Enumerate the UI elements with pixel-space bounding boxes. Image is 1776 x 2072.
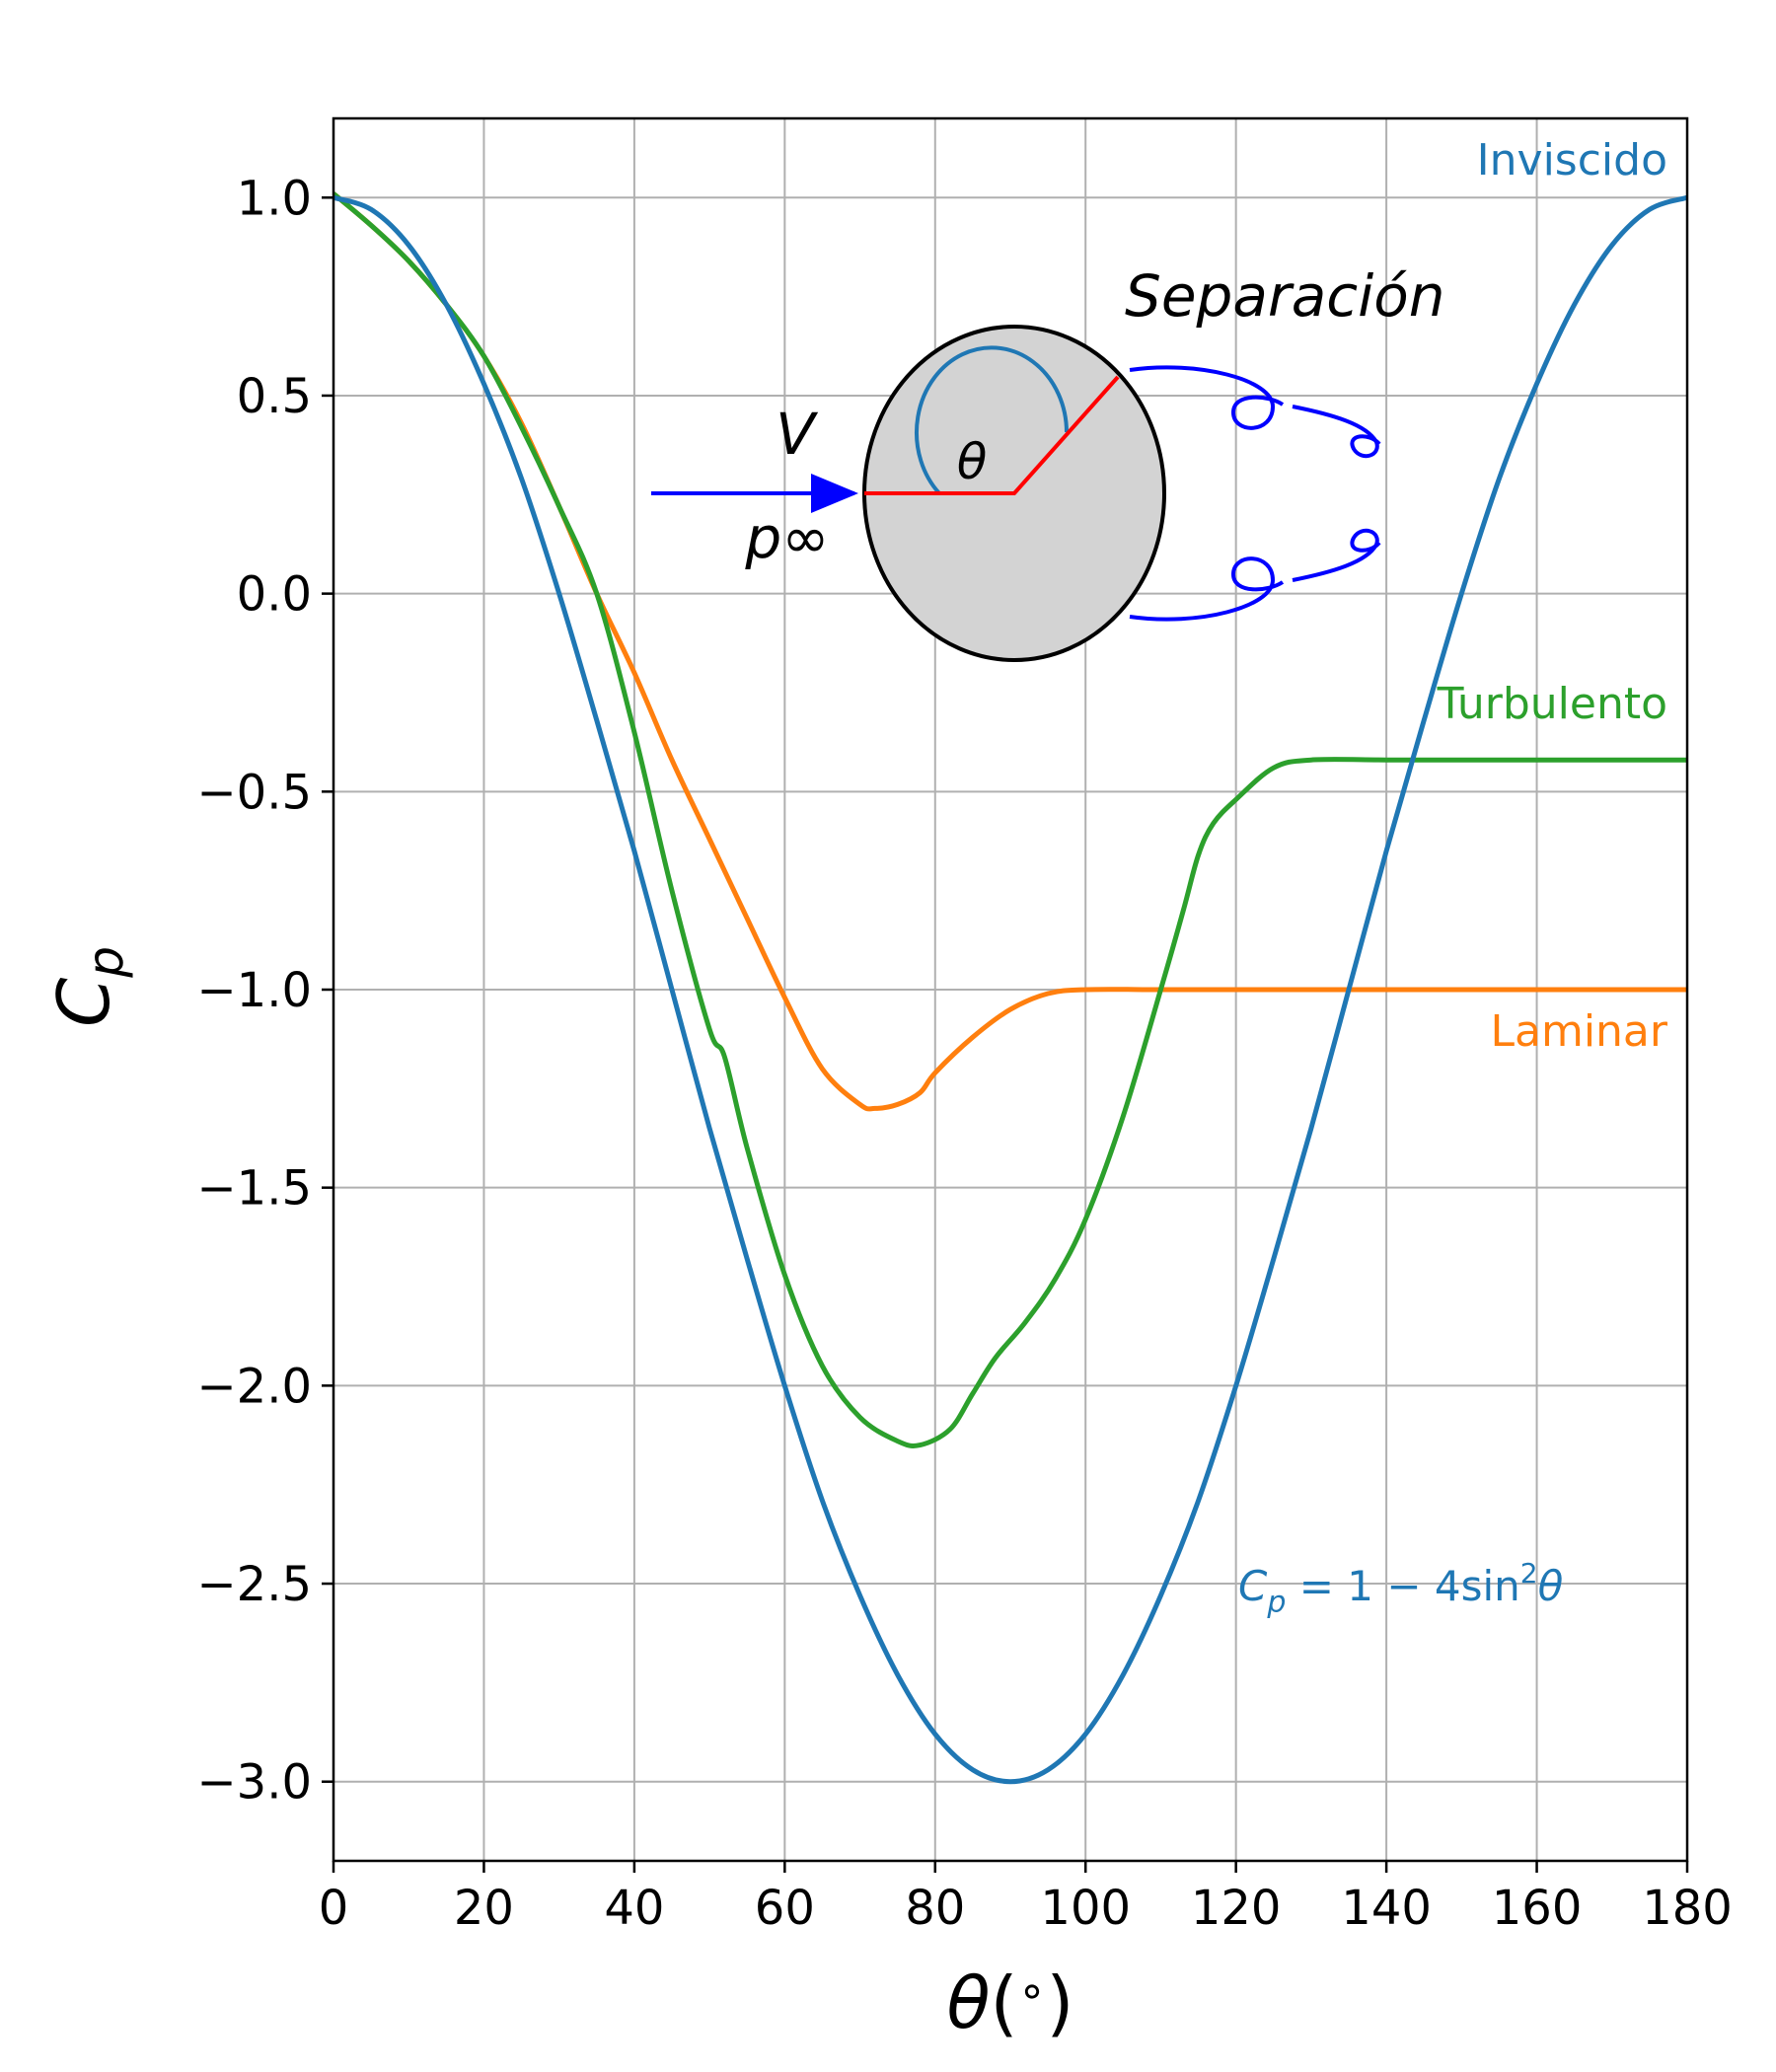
angle-label: θ <box>957 433 988 490</box>
y-tick-label: −2.0 <box>196 1359 312 1414</box>
radius-lines <box>864 375 1120 495</box>
formula-label: Cp = 1 − 4sin2θ <box>1238 1557 1563 1620</box>
turbulent-label: Turbulento <box>1437 679 1667 729</box>
x-tick-label: 160 <box>1492 1881 1583 1936</box>
y-tick-label: −2.5 <box>196 1557 312 1612</box>
series-line-turbulento <box>333 191 1687 1448</box>
x-axis-label: θ(∘) <box>946 1961 1073 2044</box>
x-tick-label: 40 <box>604 1881 664 1936</box>
series-layer <box>333 191 1687 1785</box>
inviscid-label: Inviscido <box>1477 135 1667 185</box>
y-tick-label: −3.0 <box>196 1755 312 1811</box>
angle-arc <box>915 345 1069 495</box>
y-tick-label: 0.0 <box>237 567 312 623</box>
x-tick-label: 140 <box>1341 1881 1432 1936</box>
x-tick-label: 60 <box>755 1881 815 1936</box>
x-tick-label: 100 <box>1040 1881 1131 1936</box>
x-tick-label: 20 <box>454 1881 514 1936</box>
axis-ticks: 0 20 40 60 80 100 120 140 160 180 1.0 0.5 0.0 −0.5 −1.… <box>196 171 1732 1936</box>
separation-label: Separación <box>1125 262 1445 330</box>
x-tick-label: 180 <box>1642 1881 1733 1936</box>
series-line-inviscido <box>333 194 1687 1785</box>
y-tick-label: 1.0 <box>237 171 312 226</box>
pressure-label: p∞ <box>744 504 829 571</box>
y-axis-label: Cp <box>42 946 134 1027</box>
x-tick-label: 120 <box>1191 1881 1282 1936</box>
velocity-label: V <box>776 401 819 468</box>
y-tick-label: 0.5 <box>237 369 312 424</box>
y-tick-label: −1.0 <box>196 963 312 1018</box>
y-tick-label: −1.5 <box>196 1161 312 1217</box>
x-tick-label: 80 <box>905 1881 965 1936</box>
laminar-label: Laminar <box>1490 1006 1667 1057</box>
y-tick-label: −0.5 <box>196 765 312 820</box>
x-tick-label: 0 <box>319 1881 349 1936</box>
wake-vortices <box>1129 365 1381 622</box>
cylinder-diagram: Separación θ V p∞ <box>651 262 1445 662</box>
